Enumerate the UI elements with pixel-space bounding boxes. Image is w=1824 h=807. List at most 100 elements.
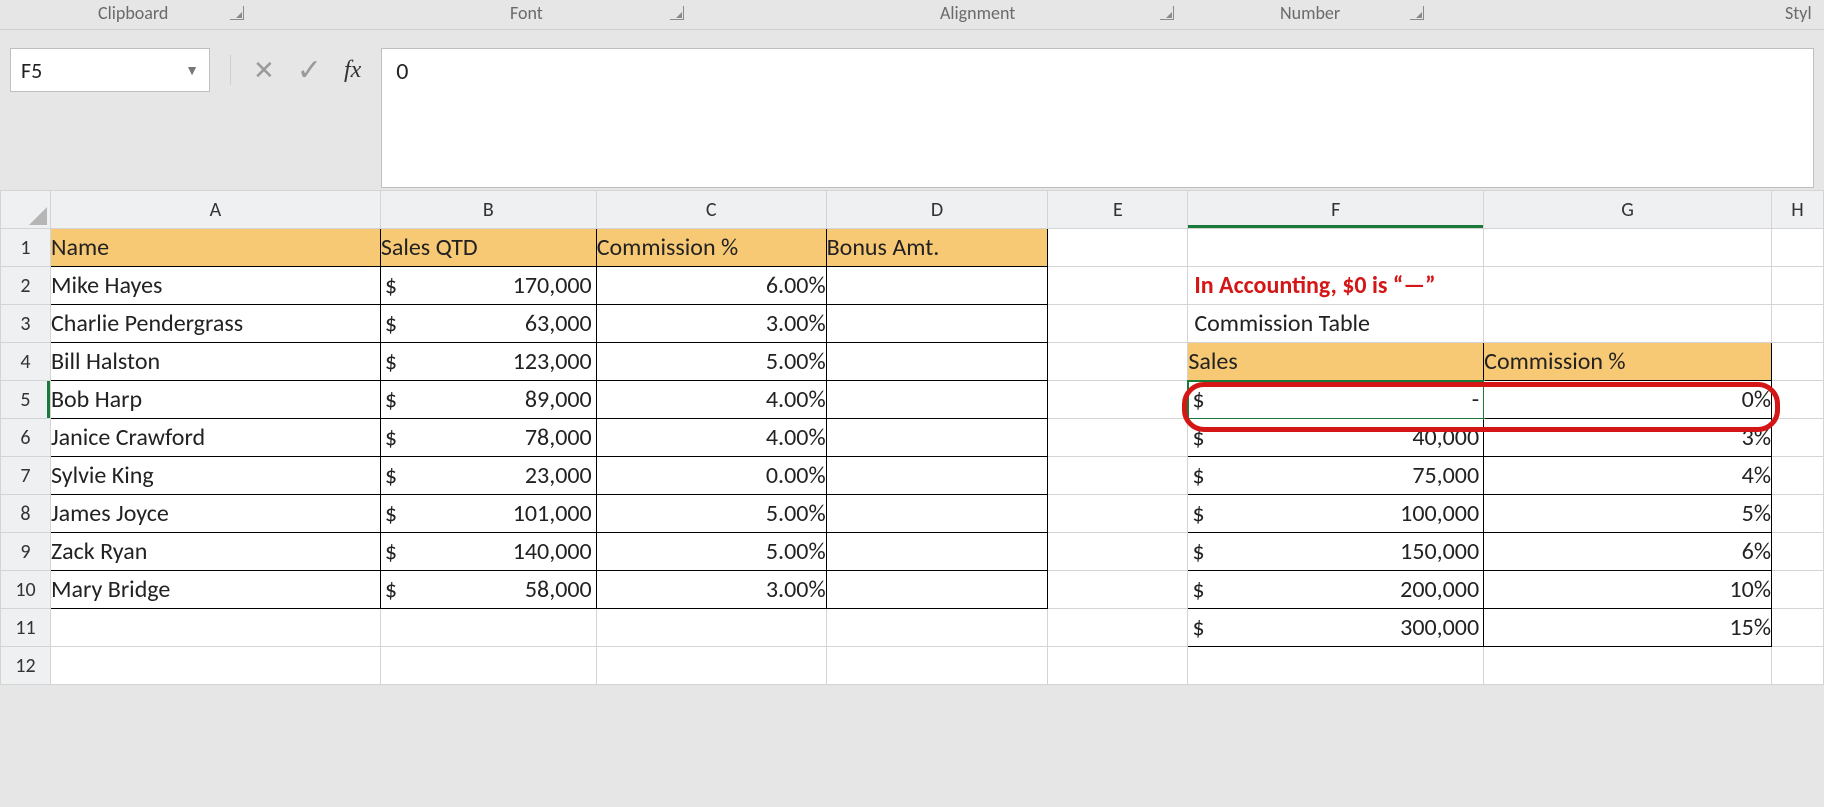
col-header-C[interactable]: C [596, 191, 826, 229]
row-header-7[interactable]: 7 [1, 457, 51, 495]
cell-G6[interactable]: 3% [1484, 419, 1772, 457]
cell-C3[interactable]: 3.00% [596, 305, 826, 343]
row-header-12[interactable]: 12 [1, 647, 51, 685]
row-header-9[interactable]: 9 [1, 533, 51, 571]
cell-D7[interactable] [826, 457, 1048, 495]
cell-D6[interactable] [826, 419, 1048, 457]
cell-D11[interactable] [826, 609, 1048, 647]
cell-F3[interactable]: Commission Table [1188, 305, 1484, 343]
cell-F12[interactable] [1188, 647, 1484, 685]
cell-E1[interactable] [1048, 229, 1188, 267]
cell-G8[interactable]: 5% [1484, 495, 1772, 533]
cell-B10[interactable]: $58,000 [380, 571, 596, 609]
cell-E2[interactable] [1048, 267, 1188, 305]
name-box[interactable]: F5 ▼ [10, 48, 210, 92]
cell-H8[interactable] [1771, 495, 1823, 533]
cell-H11[interactable] [1771, 609, 1823, 647]
col-header-F[interactable]: F [1188, 191, 1484, 229]
cancel-formula-icon[interactable]: ✕ [253, 57, 275, 83]
worksheet-grid[interactable]: A B C D E F G H 1 Name Sales QTD Commiss… [0, 190, 1824, 685]
cell-E11[interactable] [1048, 609, 1188, 647]
cell-H4[interactable] [1771, 343, 1823, 381]
cell-H12[interactable] [1771, 647, 1823, 685]
row-5[interactable]: 5 Bob Harp $89,000 4.00% $- 0% [1, 381, 1824, 419]
cell-A9[interactable]: Zack Ryan [50, 533, 380, 571]
cell-F6[interactable]: $40,000 [1188, 419, 1484, 457]
cell-D1[interactable]: Bonus Amt. [826, 229, 1048, 267]
cell-C6[interactable]: 4.00% [596, 419, 826, 457]
row-12[interactable]: 12 [1, 647, 1824, 685]
cell-C11[interactable] [596, 609, 826, 647]
cell-A7[interactable]: Sylvie King [50, 457, 380, 495]
col-header-A[interactable]: A [50, 191, 380, 229]
cell-E3[interactable] [1048, 305, 1188, 343]
chevron-down-icon[interactable]: ▼ [185, 62, 199, 79]
cell-D12[interactable] [826, 647, 1048, 685]
cell-A5[interactable]: Bob Harp [50, 381, 380, 419]
dialog-launcher-icon[interactable] [670, 6, 684, 20]
dialog-launcher-icon[interactable] [1410, 6, 1424, 20]
row-8[interactable]: 8 James Joyce $101,000 5.00% $100,000 5% [1, 495, 1824, 533]
cell-H7[interactable] [1771, 457, 1823, 495]
cell-B3[interactable]: $63,000 [380, 305, 596, 343]
cell-F2[interactable]: In Accounting, $0 is “—” [1188, 267, 1484, 305]
cell-B12[interactable] [380, 647, 596, 685]
cell-A12[interactable] [50, 647, 380, 685]
row-3[interactable]: 3 Charlie Pendergrass $63,000 3.00% Comm… [1, 305, 1824, 343]
row-header-10[interactable]: 10 [1, 571, 51, 609]
row-11[interactable]: 11 $300,000 15% [1, 609, 1824, 647]
row-2[interactable]: 2 Mike Hayes $170,000 6.00% In Accountin… [1, 267, 1824, 305]
cell-D5[interactable] [826, 381, 1048, 419]
row-header-5[interactable]: 5 [1, 381, 51, 419]
cell-C7[interactable]: 0.00% [596, 457, 826, 495]
cell-G10[interactable]: 10% [1484, 571, 1772, 609]
cell-B11[interactable] [380, 609, 596, 647]
cell-G3[interactable] [1484, 305, 1772, 343]
cell-E12[interactable] [1048, 647, 1188, 685]
col-header-H[interactable]: H [1771, 191, 1823, 229]
row-4[interactable]: 4 Bill Halston $123,000 5.00% Sales Comm… [1, 343, 1824, 381]
row-header-1[interactable]: 1 [1, 229, 51, 267]
cell-A10[interactable]: Mary Bridge [50, 571, 380, 609]
cell-A3[interactable]: Charlie Pendergrass [50, 305, 380, 343]
cell-D9[interactable] [826, 533, 1048, 571]
cell-A6[interactable]: Janice Crawford [50, 419, 380, 457]
cell-E5[interactable] [1048, 381, 1188, 419]
cell-H9[interactable] [1771, 533, 1823, 571]
cell-E10[interactable] [1048, 571, 1188, 609]
cell-A1[interactable]: Name [50, 229, 380, 267]
cell-B4[interactable]: $123,000 [380, 343, 596, 381]
row-header-4[interactable]: 4 [1, 343, 51, 381]
cell-A2[interactable]: Mike Hayes [50, 267, 380, 305]
cell-F7[interactable]: $75,000 [1188, 457, 1484, 495]
row-9[interactable]: 9 Zack Ryan $140,000 5.00% $150,000 6% [1, 533, 1824, 571]
cell-G1[interactable] [1484, 229, 1772, 267]
cell-G11[interactable]: 15% [1484, 609, 1772, 647]
row-1[interactable]: 1 Name Sales QTD Commission % Bonus Amt. [1, 229, 1824, 267]
cell-G12[interactable] [1484, 647, 1772, 685]
row-7[interactable]: 7 Sylvie King $23,000 0.00% $75,000 4% [1, 457, 1824, 495]
row-10[interactable]: 10 Mary Bridge $58,000 3.00% $200,000 10… [1, 571, 1824, 609]
select-all-corner[interactable] [1, 191, 51, 229]
enter-formula-icon[interactable]: ✓ [297, 52, 322, 89]
cell-D3[interactable] [826, 305, 1048, 343]
cell-F9[interactable]: $150,000 [1188, 533, 1484, 571]
cell-D8[interactable] [826, 495, 1048, 533]
row-6[interactable]: 6 Janice Crawford $78,000 4.00% $40,000 … [1, 419, 1824, 457]
cell-F8[interactable]: $100,000 [1188, 495, 1484, 533]
cell-A8[interactable]: James Joyce [50, 495, 380, 533]
cell-F1[interactable] [1188, 229, 1484, 267]
cell-H3[interactable] [1771, 305, 1823, 343]
cell-D10[interactable] [826, 571, 1048, 609]
cell-G5[interactable]: 0% [1484, 381, 1772, 419]
cell-D4[interactable] [826, 343, 1048, 381]
cell-B6[interactable]: $78,000 [380, 419, 596, 457]
cell-G4[interactable]: Commission % [1484, 343, 1772, 381]
cell-G2[interactable] [1484, 267, 1772, 305]
cell-E6[interactable] [1048, 419, 1188, 457]
row-header-2[interactable]: 2 [1, 267, 51, 305]
cell-H6[interactable] [1771, 419, 1823, 457]
cell-E7[interactable] [1048, 457, 1188, 495]
cell-C5[interactable]: 4.00% [596, 381, 826, 419]
cell-E9[interactable] [1048, 533, 1188, 571]
